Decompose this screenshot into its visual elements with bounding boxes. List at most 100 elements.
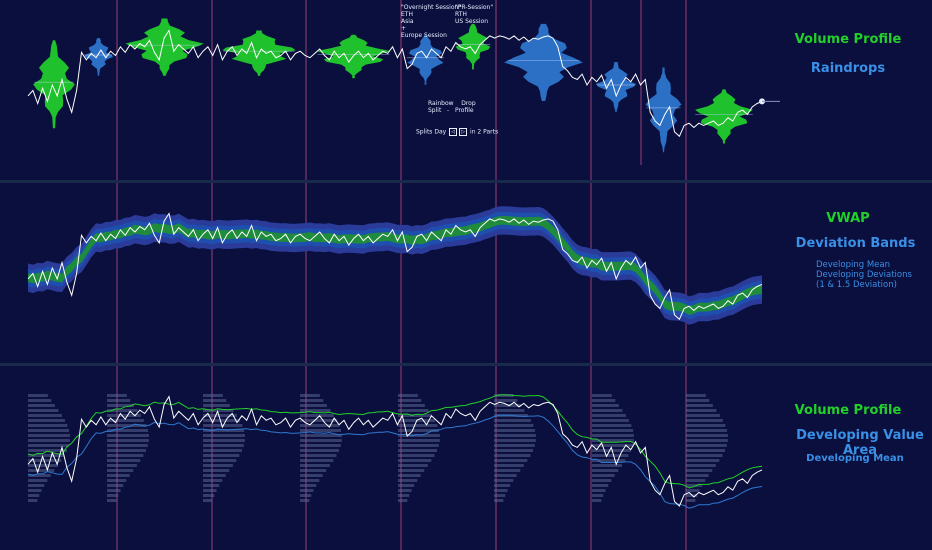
split-left-icon: ◁ <box>449 128 458 136</box>
volume-profile-bar <box>107 439 149 442</box>
volume-profile-bar <box>686 454 723 457</box>
volume-profile-bar <box>28 439 70 442</box>
volume-profile-bar <box>28 404 55 407</box>
volume-profile-bar <box>28 464 58 467</box>
volume-profile-bar <box>686 469 713 472</box>
session-left-line: ETH <box>401 11 413 18</box>
volume-profile-bar <box>300 429 342 432</box>
volume-profile-bar <box>203 394 223 397</box>
volume-profile-bar <box>203 399 227 402</box>
value-area-high-line <box>27 394 763 489</box>
volume-profile-bar <box>203 479 223 482</box>
session-left-line: "Overnight Session" <box>401 4 462 11</box>
session-right-note: "PR-Session" RTH US Session <box>455 4 493 25</box>
volume-profile-bar <box>203 424 243 427</box>
volume-profile-bar <box>592 484 609 487</box>
volume-profile-bar <box>592 489 606 492</box>
volume-profile-bar <box>107 404 134 407</box>
volume-profile-bar <box>300 394 320 397</box>
volume-profile-bar <box>494 429 536 432</box>
volume-profile-bar <box>107 454 144 457</box>
splits-parts-text: in 2 Parts <box>470 128 499 136</box>
volume-profile-bar <box>203 494 215 497</box>
volume-profile-bar <box>686 464 716 467</box>
session-left-line: Asia <box>401 18 414 25</box>
volume-profile-bar <box>494 484 511 487</box>
p3-label-developing-value-area: Developing Value Area <box>796 428 924 458</box>
volume-profile-bar <box>592 479 612 482</box>
volume-profile-bar <box>203 429 245 432</box>
volume-profile-bar <box>494 474 517 477</box>
volume-profile-bar <box>398 424 438 427</box>
volume-profile-bar <box>398 499 408 502</box>
volume-profile-bar <box>592 499 602 502</box>
volume-profile-bar <box>28 419 65 422</box>
volume-profile-bar <box>494 434 536 437</box>
volume-profile-bar <box>398 464 428 467</box>
volume-profile-bar <box>494 464 524 467</box>
volume-profile-bar <box>107 419 144 422</box>
volume-profile-bar <box>686 449 725 452</box>
p2-note-dev-range: (1 & 1.5 Deviation) <box>816 280 897 290</box>
volume-profile-bar <box>494 424 534 427</box>
raindrop-profile <box>645 67 682 153</box>
volume-profile-bar <box>686 499 696 502</box>
volume-profile-bar <box>592 494 604 497</box>
p2-note-deviations: Developing Deviations <box>816 270 912 280</box>
volume-profile-bar <box>592 419 629 422</box>
volume-profile-bar <box>107 474 130 477</box>
volume-profile-bar <box>28 454 65 457</box>
session-left-line: + <box>401 25 407 32</box>
volume-profile-bar <box>203 449 242 452</box>
volume-profile-bar <box>28 444 69 447</box>
volume-profile-bar <box>592 464 622 467</box>
session-right-line: US Session <box>455 18 488 25</box>
volume-profile-bar <box>107 424 147 427</box>
split-right-icon: ▷ <box>459 128 468 136</box>
raindrop-profile <box>407 34 444 85</box>
volume-profile-bar <box>592 474 615 477</box>
volume-profile-bar <box>107 464 137 467</box>
volume-profile-bar <box>494 459 528 462</box>
volume-profile-bar <box>28 409 59 412</box>
volume-profile-bar <box>300 494 312 497</box>
volume-profile-bar <box>203 489 217 492</box>
raindrop-profile <box>695 89 753 144</box>
volume-profile-bar <box>203 434 245 437</box>
volume-profile-bar <box>28 424 68 427</box>
volume-profile-bar <box>28 414 62 417</box>
raindrop-profile <box>33 40 75 129</box>
volume-profile-bar <box>300 409 331 412</box>
volume-profile-bar <box>494 409 525 412</box>
price-line-panel-1 <box>27 29 763 138</box>
volume-profile-bar <box>107 399 131 402</box>
volume-profile-bar <box>592 454 629 457</box>
volume-profile-bar <box>203 409 234 412</box>
volume-profile-bar <box>592 444 633 447</box>
volume-profile-bar <box>686 399 710 402</box>
volume-profile-bar <box>300 424 340 427</box>
volume-profile-bar <box>28 394 48 397</box>
volume-profile-bar <box>398 444 439 447</box>
volume-profile-bar <box>28 494 40 497</box>
volume-profile-bar <box>398 494 410 497</box>
volume-profile-bar <box>398 449 437 452</box>
developing-mean-line <box>27 414 763 509</box>
split-word: Split <box>428 107 442 114</box>
volume-profile-bar <box>686 434 728 437</box>
volume-profile-bar <box>107 459 141 462</box>
volume-profile-bar <box>494 419 531 422</box>
rainbow-split-note: Rainbow Drop Split - Profile <box>428 100 476 114</box>
panel-3-background <box>0 366 932 550</box>
volume-profile-bar <box>107 414 141 417</box>
volume-profile-bar <box>28 449 67 452</box>
volume-profile-bar <box>107 444 148 447</box>
volume-profile-bar <box>300 444 341 447</box>
session-right-line: "PR-Session" <box>455 4 494 11</box>
volume-profile-bar <box>494 444 535 447</box>
volume-profile-bar <box>107 434 149 437</box>
volume-profile-bar <box>592 414 626 417</box>
volume-profile-bar <box>28 429 70 432</box>
